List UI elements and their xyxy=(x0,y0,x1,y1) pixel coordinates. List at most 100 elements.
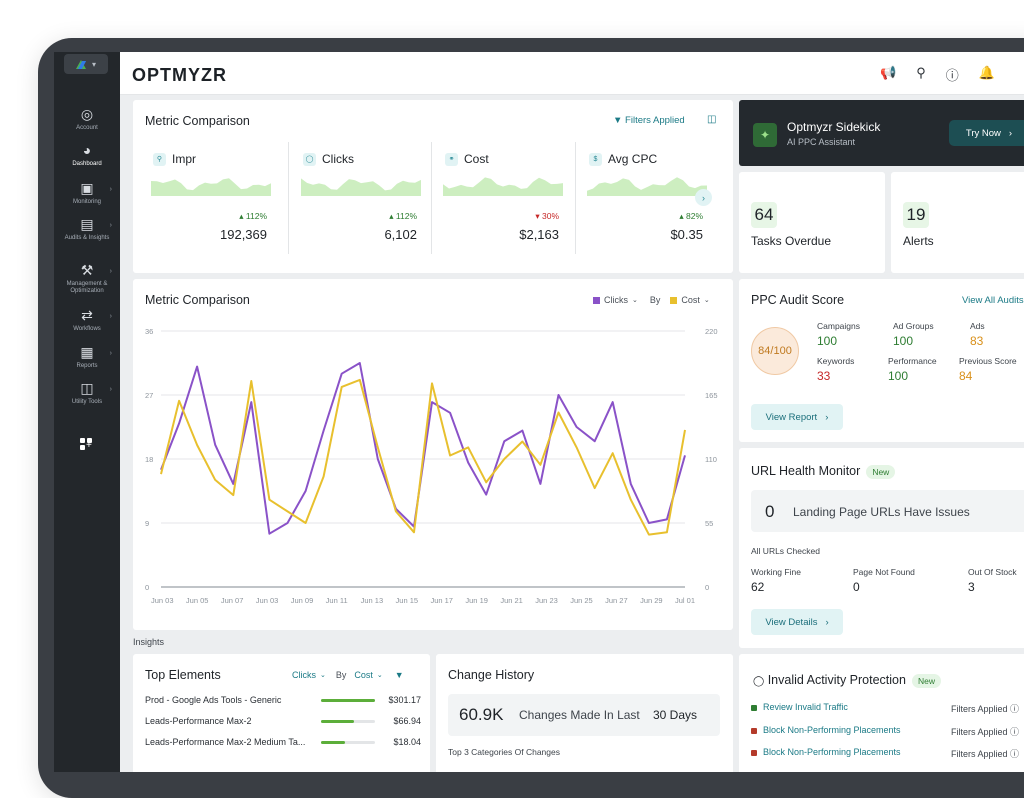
target-icon: ◎ xyxy=(80,106,94,122)
columns-icon[interactable]: ◫ xyxy=(707,114,717,125)
megaphone-icon[interactable]: 📢 xyxy=(880,65,897,80)
account-switcher[interactable]: ▾ xyxy=(64,54,108,74)
sidebar-item-workflows[interactable]: ⇄ Workflows › xyxy=(54,307,120,333)
sidebar-item-label: Utility Tools xyxy=(71,399,103,405)
sidebar-item-account[interactable]: ◎ Account xyxy=(54,106,120,132)
filter-icon[interactable]: ▼ xyxy=(394,670,404,680)
try-now-button[interactable]: Try Now › xyxy=(949,120,1024,146)
filters-applied-link[interactable]: ▼ Filters Applied xyxy=(613,115,685,126)
series-line-cost xyxy=(160,378,686,536)
sidebar-item-reports[interactable]: ▦ Reports › xyxy=(54,344,120,370)
filters-label: Filters Applied xyxy=(625,115,685,126)
filters-applied: Filters Applied ⓘ xyxy=(951,702,1019,715)
metric-change: ▴ 112% xyxy=(389,211,417,221)
x-tick: Jun 17 xyxy=(430,596,453,605)
metric1-select[interactable]: Clicks xyxy=(292,670,316,680)
chevron-right-icon: › xyxy=(109,186,112,193)
stat-label: Out Of Stock xyxy=(968,567,1017,577)
metric-avg-cpc[interactable]: $ Avg CPC ▴ 82% $0.35 xyxy=(577,140,715,253)
iap-row[interactable]: Review Invalid Traffic Filters Applied ⓘ xyxy=(751,702,1024,716)
invalid-activity-title: Invalid Activity Protection xyxy=(767,673,906,687)
view-details-label: View Details xyxy=(765,616,818,628)
url-issue-count: 0 xyxy=(765,502,775,521)
mouse-icon: ◯ xyxy=(303,152,316,166)
audit-item-value: 33 xyxy=(817,369,831,383)
help-icon[interactable]: ⓘ xyxy=(945,68,959,83)
stat-label: Page Not Found xyxy=(853,567,915,577)
sidebar-item-utility-tools[interactable]: ◫ Utility Tools › xyxy=(54,380,120,406)
view-report-button[interactable]: View Report › xyxy=(751,404,843,430)
metric2-select[interactable]: Cost xyxy=(354,670,373,680)
change-subheading: Top 3 Categories Of Changes xyxy=(448,747,560,757)
view-details-button[interactable]: View Details › xyxy=(751,609,843,635)
series2-select[interactable]: Cost xyxy=(681,295,700,305)
iap-row[interactable]: Block Non-Performing Placements Filters … xyxy=(751,747,1024,761)
x-tick: Jun 29 xyxy=(640,596,663,605)
divider xyxy=(575,142,576,254)
metric-value: $2,163 xyxy=(519,227,559,242)
monitor-icon: ▣ xyxy=(80,180,94,196)
sidebar-item-audits[interactable]: ▤ Audits & Insights › xyxy=(54,216,120,242)
next-metrics-button[interactable]: › xyxy=(695,189,712,206)
status-text: Filters Applied xyxy=(951,727,1008,737)
chevron-down-icon: ⌄ xyxy=(320,672,326,679)
by-label: By xyxy=(649,295,661,305)
new-badge: New xyxy=(911,673,941,688)
report-icon: ▦ xyxy=(80,344,94,360)
x-tick: Jun 21 xyxy=(500,596,523,605)
bell-icon[interactable]: 🔔 xyxy=(978,65,995,80)
sidebar-item-label: Account xyxy=(76,125,98,131)
top-element-row[interactable]: Prod - Google Ads Tools - Generic $301.1… xyxy=(145,695,421,709)
y-tick-left: 36 xyxy=(145,327,153,336)
chevron-right-icon: › xyxy=(109,386,112,393)
tasks-card[interactable]: 64 Tasks Overdue xyxy=(739,172,885,273)
sparkline-area xyxy=(301,178,421,196)
y-tick-left: 0 xyxy=(145,583,149,592)
add-widget-icon[interactable]: + xyxy=(80,438,93,451)
sidekick-card: ✦ Optmyzr Sidekick AI PPC Assistant Try … xyxy=(739,100,1024,166)
x-tick: Jun 09 xyxy=(291,596,314,605)
metric-impr[interactable]: ⚲ Impr ▴ 112% 192,369 xyxy=(141,140,279,253)
stat-label: Working Fine xyxy=(751,567,801,577)
metric-change: ▴ 82% xyxy=(679,211,703,221)
audit-item-label: Previous Score xyxy=(959,356,1017,366)
iap-link[interactable]: Block Non-Performing Placements xyxy=(763,725,901,735)
metric-cost[interactable]: ⚭ Cost ▾ 30% $2,163 xyxy=(433,140,571,253)
iap-row[interactable]: Block Non-Performing Placements Filters … xyxy=(751,725,1024,739)
stat-value: 62 xyxy=(751,580,765,594)
divider xyxy=(288,142,289,254)
alerts-count: 19 xyxy=(903,202,929,228)
x-tick: Jun 19 xyxy=(465,596,488,605)
app-logo: OPTMYZR xyxy=(132,65,227,85)
url-health-title: URL Health Monitor xyxy=(751,464,861,478)
sidebar-item-management[interactable]: ⚒ Management & Optimization › xyxy=(54,262,120,295)
search-icon[interactable]: ⚲ xyxy=(916,65,926,80)
progress-bar xyxy=(321,699,375,702)
top-element-row[interactable]: Leads-Performance Max-2 $66.94 xyxy=(145,716,421,730)
filter-icon: ▼ xyxy=(613,115,623,126)
metric-clicks[interactable]: ◯ Clicks ▴ 112% 6,102 xyxy=(291,140,429,253)
coins-icon: ⚭ xyxy=(445,152,458,166)
sparkline xyxy=(443,177,563,196)
tools-icon: ◫ xyxy=(80,380,94,396)
iap-link[interactable]: Review Invalid Traffic xyxy=(763,702,848,712)
alerts-card[interactable]: 19 Alerts xyxy=(891,172,1024,273)
view-all-audits-link[interactable]: View All Audits xyxy=(962,295,1024,306)
metric-name: Impr xyxy=(172,152,196,166)
element-name: Leads-Performance Max-2 Medium Ta... xyxy=(145,737,306,747)
sparkline-area xyxy=(587,177,707,196)
audit-item-value: 83 xyxy=(970,334,984,348)
iap-link[interactable]: Block Non-Performing Placements xyxy=(763,747,901,757)
sidekick-title: Optmyzr Sidekick xyxy=(787,120,881,134)
sidebar-item-dashboard[interactable]: ◕ Dashboard xyxy=(54,142,120,168)
chevron-right-icon: › xyxy=(109,350,112,357)
sidebar-item-monitoring[interactable]: ▣ Monitoring › xyxy=(54,180,120,206)
series1-select[interactable]: Clicks xyxy=(604,295,628,305)
top-element-row[interactable]: Leads-Performance Max-2 Medium Ta... $18… xyxy=(145,737,421,751)
x-tick: Jun 23 xyxy=(535,596,558,605)
info-icon: ⓘ xyxy=(1010,749,1020,759)
card-title: Change History xyxy=(448,668,535,682)
y-tick-right: 220 xyxy=(705,327,718,336)
x-tick: Jun 11 xyxy=(326,596,348,605)
top-elements-card: Top Elements Clicks ⌄ By Cost ⌄ ▼ Prod - G… xyxy=(133,654,430,772)
